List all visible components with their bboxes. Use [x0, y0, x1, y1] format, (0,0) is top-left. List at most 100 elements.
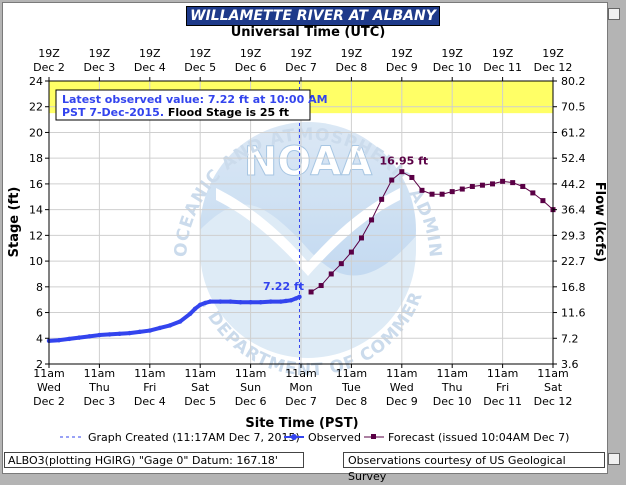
observed-point	[147, 328, 152, 333]
observed-point	[268, 299, 273, 304]
x2-tick-hour: 19Z	[89, 47, 111, 60]
x-tick-time: 11am	[184, 367, 215, 380]
forecast-point	[439, 191, 445, 197]
x2-tick-hour: 19Z	[441, 47, 463, 60]
y-tick-label: 20	[29, 126, 43, 139]
x-tick-time: 11am	[487, 367, 518, 380]
observed-point	[87, 334, 92, 339]
observed-point	[56, 338, 62, 343]
y2-tick-label: 29.3	[561, 229, 586, 242]
scroll-down-button[interactable]	[608, 453, 620, 465]
right-axis-ticks: 3.6 7.2 11.6 16.8 22.7 29.3 36.4 44.2 52.4 61.2 70…	[553, 75, 586, 371]
x2-tick-date: Dec 4	[134, 61, 166, 74]
y2-tick-label: 61.2	[561, 126, 586, 139]
x2-tick-date: Dec 6	[235, 61, 267, 74]
legend-forecast-label: Forecast (issued 10:04AM Dec 7)	[388, 431, 569, 444]
x-tick-time: 11am	[134, 367, 165, 380]
y-tick-label: 18	[29, 152, 43, 165]
y-tick-label: 4	[36, 332, 43, 345]
observed-value-label: 7.22 ft	[263, 280, 304, 293]
forecast-point	[308, 289, 314, 295]
observed-point	[187, 311, 193, 317]
x-tick-time: 11am	[285, 367, 316, 380]
forecast-point	[409, 174, 415, 180]
legend-observed-marker	[291, 434, 297, 440]
y-tick-label: 22	[29, 101, 43, 114]
observed-point	[177, 319, 183, 324]
x-tick-date: Dec 8	[336, 395, 368, 408]
bottom-axis-title: Site Time (PST)	[245, 416, 358, 431]
flood-stage-text: Flood Stage is 25 ft	[164, 106, 289, 119]
x2-tick-date: Dec 9	[386, 61, 418, 74]
observed-point	[258, 300, 263, 305]
y-axis-label: Stage (ft)	[7, 187, 22, 258]
observed-date-flood-text: PST 7-Dec-2015. Flood Stage is 25 ft	[62, 106, 289, 119]
observed-point	[167, 323, 173, 328]
x-tick-day: Thu	[88, 381, 110, 394]
observed-point	[97, 332, 102, 338]
legend-observed-label: Observed	[308, 431, 361, 444]
x2-tick-date: Dec 10	[433, 61, 472, 74]
x-tick-date: Dec 9	[386, 395, 418, 408]
observed-point	[248, 300, 253, 305]
x2-tick-date: Dec 7	[285, 61, 317, 74]
observed-point	[238, 300, 243, 305]
x-tick-time: 11am	[386, 367, 417, 380]
series-layer	[46, 169, 556, 344]
x2-tick-hour: 19Z	[189, 47, 211, 60]
x-tick-day: Thu	[441, 381, 463, 394]
x-tick-time: 11am	[537, 367, 568, 380]
latest-observed-text: Latest observed value: 7.22 ft at 10:00 …	[62, 93, 328, 106]
x2-tick-date: Dec 2	[33, 61, 65, 74]
y-tick-label: 10	[29, 255, 43, 268]
scroll-up-button[interactable]	[608, 8, 620, 20]
x-tick-date: Dec 3	[84, 395, 116, 408]
forecast-point	[469, 183, 475, 189]
x2-tick-date: Dec 5	[184, 61, 216, 74]
x-tick-time: 11am	[235, 367, 266, 380]
observed-date-text: PST 7-Dec-2015.	[62, 106, 164, 119]
y2-tick-label: 36.4	[561, 204, 586, 217]
observed-point	[157, 325, 163, 331]
observed-point	[137, 329, 142, 335]
forecast-point	[429, 191, 435, 197]
forecast-point	[379, 196, 385, 202]
forecast-point	[358, 235, 364, 241]
forecast-point	[338, 261, 344, 267]
x2-tick-date: Dec 3	[84, 61, 116, 74]
x-tick-time: 11am	[336, 367, 367, 380]
x2-tick-hour: 19Z	[341, 47, 363, 60]
x-tick-time: 11am	[436, 367, 467, 380]
x-tick-date: Dec 12	[534, 395, 573, 408]
x2-tick-hour: 19Z	[542, 47, 564, 60]
forecast-point	[510, 180, 516, 186]
forecast-point	[399, 169, 405, 175]
observed-point	[77, 335, 82, 340]
observed-point	[288, 298, 294, 303]
y-tick-label: 12	[29, 229, 43, 242]
y2-tick-label: 70.5	[561, 101, 586, 114]
observed-point	[283, 298, 289, 304]
y-tick-label: 8	[36, 281, 43, 294]
observed-point	[127, 330, 132, 336]
observed-point	[278, 299, 284, 304]
observed-point	[117, 331, 122, 336]
x-tick-day: Sun	[240, 381, 261, 394]
legend: Graph Created (11:17AM Dec 7, 2015) Obse…	[60, 431, 569, 444]
observed-point	[107, 332, 112, 337]
x2-tick-hour: 19Z	[492, 47, 514, 60]
forecast-point	[449, 189, 455, 195]
y-tick-label: 16	[29, 178, 43, 191]
forecast-point	[490, 181, 496, 187]
x2-tick-date: Dec 12	[534, 61, 573, 74]
y-tick-label: 14	[29, 204, 43, 217]
x-tick-time: 11am	[84, 367, 115, 380]
observed-point	[198, 302, 203, 308]
forecast-point	[479, 182, 485, 188]
x2-tick-hour: 19Z	[391, 47, 413, 60]
